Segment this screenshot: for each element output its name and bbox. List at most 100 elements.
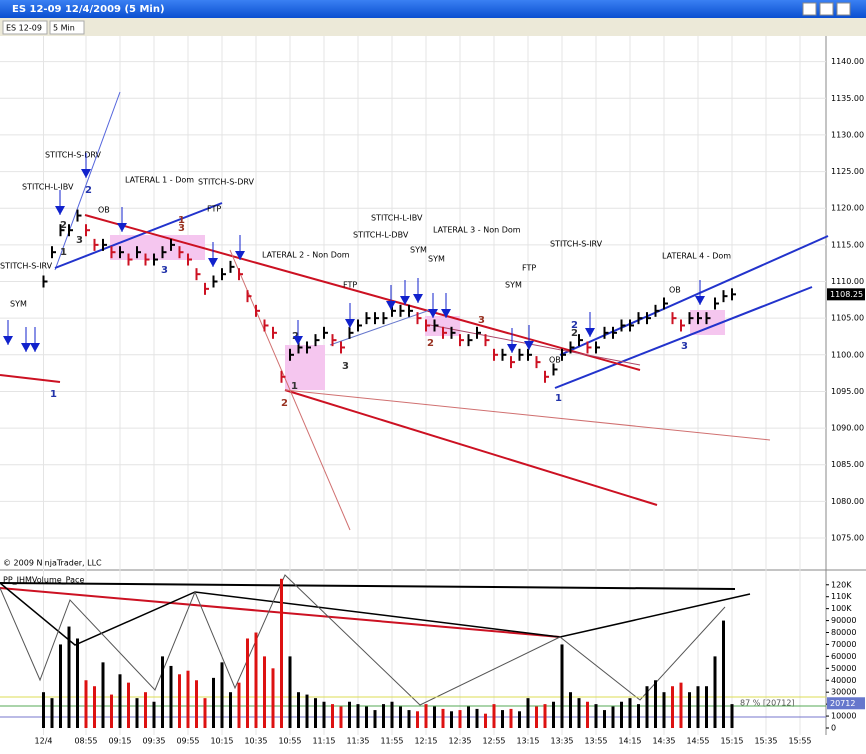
volume-bar [535,706,538,728]
price-bar [569,341,575,354]
volume-bar [127,682,130,728]
volume-bar [84,680,88,728]
volume-bar [178,674,181,728]
maximize[interactable] [819,2,834,16]
y-tick-label: 10000 [831,712,856,721]
trend-line [0,374,61,383]
x-tick-label: 12:55 [482,737,505,746]
price-bar [612,326,617,339]
volume-bar [390,701,394,728]
price-bar [476,326,481,339]
volume-bar [322,701,326,728]
x-tick-label: 11:55 [380,737,403,746]
price-bar [340,341,345,354]
minimize[interactable] [802,2,817,16]
x-tick-label: 10:35 [244,737,267,746]
price-bar [136,246,141,259]
annotation: SYM [428,255,445,264]
price-bar [629,319,634,332]
price-bar [263,319,269,332]
volume-bar [407,710,411,728]
x-tick-label: 14:35 [652,737,675,746]
volume-bar [492,704,496,728]
price-bar [603,326,609,339]
trend-line [284,389,658,506]
price-bar [731,288,736,301]
volume-bar [552,701,555,728]
price-bar [246,290,252,303]
y-tick-label: 1095.00 [831,387,864,396]
instrument-select[interactable] [2,20,48,35]
x-tick-label: 09:55 [176,737,199,746]
price-bar [459,334,464,347]
volume-bar [577,698,581,728]
x-tick-label: 14:15 [618,737,641,746]
arrow-head [208,258,218,267]
price-bar [144,253,150,266]
arrow-head [507,344,517,353]
wave-label: 1 [50,389,57,400]
price-bar [170,238,175,251]
price-bar [323,326,328,339]
volume-bar [161,656,164,728]
price-bar [467,334,473,347]
arrow-head [55,206,65,215]
volume-bar [654,680,657,728]
arrow-head [117,223,127,232]
x-tick-label: 11:15 [312,737,335,746]
volume-bar [101,662,105,728]
wave-label: 3 [478,315,485,326]
arrow-head [428,309,438,318]
wave-label: 3 [178,223,185,234]
arrow-head [81,169,91,178]
trend-line [329,309,431,346]
price-bar [688,312,694,325]
volume-bar [671,686,674,728]
x-tick-label: 13:35 [550,737,573,746]
annotation: LATERAL 2 - Non Dom [262,251,350,260]
price-bar [280,370,286,383]
price-bar [442,326,447,339]
volume-bar [118,674,122,728]
price-bar [450,326,456,339]
volume-bar [705,686,708,728]
volume-bar [382,704,385,728]
wave-label: 2 [281,398,288,409]
y-tick-label: 60000 [831,652,856,661]
y-tick-label: 1140.00 [831,57,864,66]
arrow-head [400,296,410,305]
interval-select[interactable] [49,20,85,35]
volume-bar [220,662,224,728]
arrow-head [441,309,451,318]
wave-label: 1 [291,381,298,392]
price-bar [501,348,507,361]
annotation: SYM [10,300,27,309]
price-bar [654,304,660,317]
volume-bar [152,701,156,728]
annotation: FTP [343,281,357,290]
pace-box [827,697,865,710]
price-bar [416,312,422,325]
arrow-head [345,319,355,328]
price-bar [229,260,235,273]
x-tick-label: 15:35 [754,737,777,746]
volume-bar [484,713,487,728]
arrow-head [413,294,423,303]
pace-label: 87 % [20712] [740,699,795,708]
volume-bar [271,668,275,728]
y-tick-label: 40000 [831,676,856,685]
price-bar [51,246,56,259]
volume-bar [441,708,445,728]
price-bar [365,312,371,325]
annotation: STITCH-S-DRV [45,151,101,160]
pace-value: 20712 [830,699,855,708]
close[interactable] [836,2,851,16]
volume-bar [237,682,241,728]
volume-bar [433,706,436,728]
arrow-head [293,336,303,345]
volume-bar [416,711,419,728]
volume-bar [42,692,45,728]
volume-bar [305,694,309,728]
y-tick-label: 0 [831,724,836,733]
annotation: SYM [410,246,427,255]
